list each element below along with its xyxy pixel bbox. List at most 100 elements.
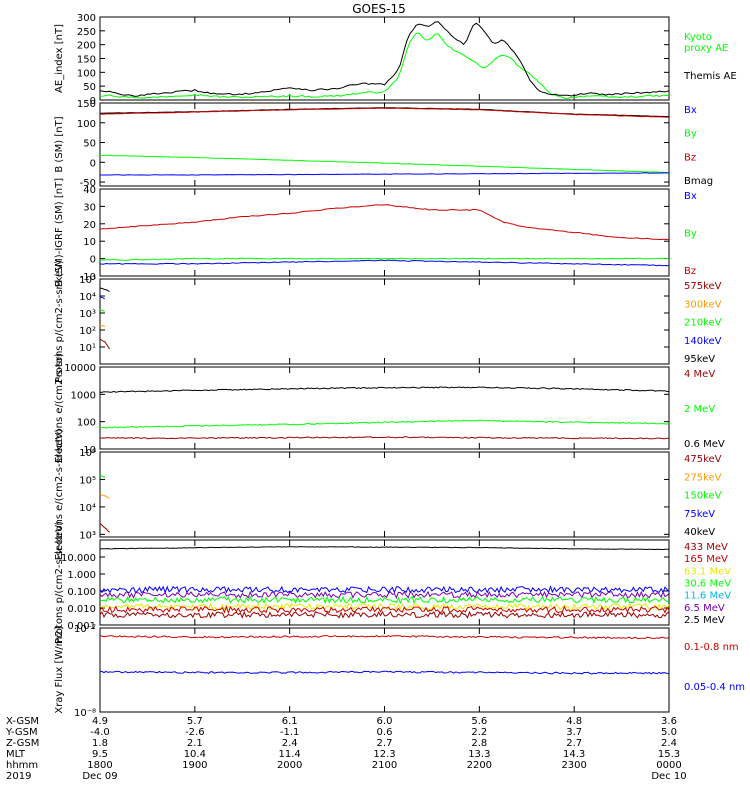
y-tick-label: 10²: [79, 326, 96, 337]
legend-label: 140keV: [684, 336, 722, 347]
time-tick-label: 5.6: [471, 716, 487, 727]
legend-label: 475keV: [684, 454, 722, 465]
y-tick-label: -50: [80, 178, 96, 189]
time-tick-label: 2.4: [661, 738, 677, 749]
series-line: [99, 324, 106, 327]
time-tick-label: 0.6: [377, 727, 393, 738]
y-tick-label: 0: [90, 255, 96, 266]
time-tick-label: 2.7: [377, 738, 393, 749]
panel-1: 0 50 100 150 200 250 300 AE_index [nT] Kyoto prox…: [54, 13, 737, 107]
time-tick-label: 11.4: [279, 749, 301, 760]
series-line: [99, 523, 110, 533]
y-tick-label: 10³: [79, 309, 96, 320]
panel-5: 10000 1000 100 10 Electrons e/(cm2-s-sr) 4 Me…: [54, 353, 725, 463]
legend-label: By: [684, 129, 697, 140]
y-axis-label: B (SM) [nT]: [54, 116, 65, 172]
legend-label: 30.6 MeV: [684, 579, 731, 590]
y-axis-label: Protons p/(cm2-s-sr-keV): [54, 521, 65, 644]
series-line: [99, 595, 670, 605]
legend-label: 210keV: [684, 318, 722, 329]
time-tick-label: 12.3: [373, 749, 395, 760]
time-tick-label: 6.0: [377, 716, 393, 727]
y-tick-label: 10⁻⁸: [74, 708, 96, 719]
legend-label: 275keV: [684, 472, 722, 483]
y-tick-label: 10000: [64, 363, 96, 374]
time-tick-label: 14.3: [563, 749, 585, 760]
time-tick-label: 2300: [561, 760, 586, 771]
y-tick-label: 150: [77, 99, 96, 110]
time-tick-label: 1900: [182, 760, 207, 771]
series-line: [99, 585, 670, 595]
y-tick-label: 250: [77, 27, 96, 38]
plot-frame: [99, 278, 670, 365]
y-axis-label: Protons p/(cm2-s-sr-keV): [54, 260, 65, 383]
y-tick-label: 10⁶: [79, 448, 96, 459]
legend-label: 575keV: [684, 281, 722, 292]
y-tick-label: 20: [83, 220, 96, 231]
legend-label: 63.1 MeV: [684, 566, 731, 577]
series-line: [99, 493, 110, 499]
plot-frame: [99, 366, 670, 450]
y-tick-label: 10³: [79, 530, 96, 541]
time-row-label: MLT: [6, 749, 26, 760]
series-line: [99, 546, 669, 551]
series-line: [99, 670, 669, 675]
legend-label: By: [684, 229, 697, 240]
series-line: [99, 287, 110, 293]
legend-label: Kyoto proxy AE: [684, 32, 728, 54]
plot-frame: [99, 16, 670, 101]
time-tick-label: 9.5: [92, 749, 108, 760]
series-line: [99, 634, 670, 640]
y-axis-label: B (SM)-IGRF (SM) [nT]: [54, 178, 65, 287]
y-tick-label: 10⁴: [79, 503, 96, 514]
series-line: [99, 386, 670, 393]
legend-label: 0.1-0.8 nm: [684, 642, 739, 653]
legend-label: 40keV: [684, 527, 715, 538]
y-tick-label: 10⁻⁷: [74, 624, 96, 635]
legend-label: 0.05-0.4 nm: [684, 682, 745, 693]
series-line: [99, 32, 669, 99]
legend-label: 150keV: [684, 491, 722, 502]
y-tick-label: 1.000: [67, 570, 96, 581]
y-tick-label: 0: [90, 158, 96, 169]
time-tick-label: 5.7: [187, 716, 203, 727]
panel-6: 10⁶ 10⁵ 10⁴ 10³ Electrons e/(cm2-s-sr-keV) 47…: [54, 429, 722, 561]
time-tick-label: 4.8: [566, 716, 582, 727]
y-tick-label: 10⁴: [79, 292, 96, 303]
legend-label: 6.5 MeV: [684, 603, 725, 614]
y-tick-label: 30: [83, 202, 96, 213]
time-tick-label: 13.3: [468, 749, 490, 760]
time-row-label: Z-GSM: [6, 738, 39, 749]
y-tick-label: 100: [77, 119, 96, 130]
time-tick-label: 2.4: [282, 738, 298, 749]
series-line: [99, 204, 670, 241]
legend-label: 2.5 MeV: [684, 615, 725, 626]
series-line: [99, 610, 670, 619]
y-tick-label: 50: [83, 139, 96, 150]
panel-8: 10⁻⁷ 10⁻⁸ Xray Flux [W/m2] 0.1-0.8 nm 0.05-0…: [54, 624, 745, 719]
time-tick-label: Dec 10: [651, 771, 686, 782]
y-tick-label: 10⁵: [79, 475, 96, 486]
time-tick-label: -2.6: [185, 727, 205, 738]
plot-frame: [99, 188, 670, 277]
series-line: [99, 257, 670, 261]
y-axis-label: AE_index [nT]: [54, 24, 65, 93]
y-axis-label: Xray Flux [W/m2]: [54, 626, 65, 713]
y-tick-label: 40: [83, 185, 96, 196]
y-tick-label: 0: [90, 96, 96, 107]
y-tick-label: 10: [83, 445, 96, 456]
time-tick-label: 2.2: [471, 727, 487, 738]
plot-frame: [99, 539, 670, 626]
y-tick-label: -10: [80, 272, 96, 283]
time-tick-label: 2100: [372, 760, 397, 771]
time-tick-label: 6.1: [282, 716, 298, 727]
time-tick-label: 2.7: [566, 738, 582, 749]
time-tick-label: 1800: [87, 760, 112, 771]
legend-label: Bz: [684, 266, 696, 277]
series-line: [99, 309, 105, 312]
chart-title: GOES-15: [352, 2, 406, 16]
time-row-label: 2019: [6, 771, 31, 782]
time-row-label: Y-GSM: [5, 727, 38, 738]
legend-label: Bx: [684, 191, 697, 202]
